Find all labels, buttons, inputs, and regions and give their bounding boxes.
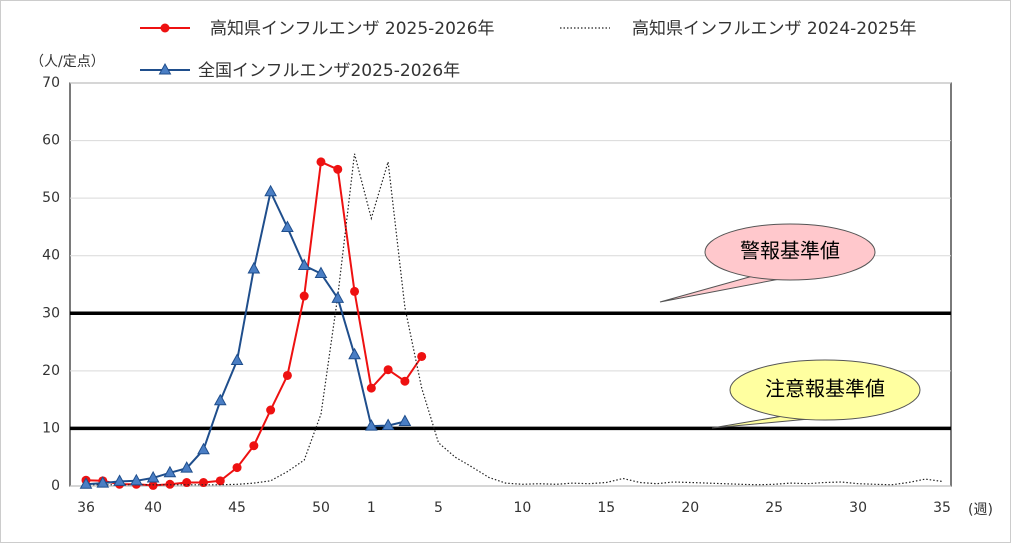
x-tick-label: 20 bbox=[681, 500, 699, 516]
data-point bbox=[213, 393, 227, 406]
data-point bbox=[96, 476, 110, 488]
y-tick-label: 40 bbox=[42, 248, 60, 264]
data-point bbox=[417, 351, 427, 361]
callout-label: 警報基準値 bbox=[740, 239, 840, 263]
x-unit: (週) bbox=[968, 502, 993, 518]
x-tick-label: 36 bbox=[77, 500, 95, 516]
callout-bubble bbox=[758, 271, 787, 279]
callout-bubble bbox=[704, 223, 876, 281]
data-point bbox=[398, 414, 412, 427]
data-point bbox=[113, 474, 126, 486]
x-tick-label: 10 bbox=[513, 500, 531, 516]
data-point bbox=[400, 376, 410, 386]
data-point bbox=[316, 157, 326, 167]
y-tick-label: 50 bbox=[42, 190, 60, 206]
data-point bbox=[198, 478, 208, 488]
data-point bbox=[364, 419, 378, 431]
x-tick-label: 30 bbox=[849, 500, 867, 516]
data-point bbox=[348, 347, 361, 360]
x-tick-label: 5 bbox=[434, 500, 443, 516]
x-tick-label: 15 bbox=[597, 500, 615, 516]
legend-marker bbox=[160, 23, 170, 33]
data-point bbox=[350, 286, 360, 296]
callout-bubble bbox=[793, 411, 822, 419]
data-point bbox=[297, 258, 311, 271]
data-point bbox=[130, 473, 143, 486]
y-unit: （人/定点） bbox=[30, 54, 105, 70]
data-point bbox=[230, 353, 244, 365]
y-tick-label: 10 bbox=[42, 420, 60, 436]
data-point bbox=[366, 383, 376, 393]
data-point bbox=[247, 261, 261, 274]
data-point bbox=[381, 418, 395, 431]
data-point bbox=[331, 291, 345, 303]
data-point bbox=[163, 465, 177, 478]
data-point bbox=[333, 164, 343, 174]
x-tick-label: 25 bbox=[765, 500, 783, 516]
data-point bbox=[197, 442, 210, 455]
x-tick-label: 1 bbox=[367, 500, 376, 516]
x-tick-label: 45 bbox=[228, 500, 246, 516]
plot-area bbox=[69, 82, 952, 487]
x-tick-label: 40 bbox=[144, 500, 162, 516]
data-point bbox=[314, 266, 328, 279]
y-tick-label: 60 bbox=[42, 133, 60, 149]
legend-label: 高知県インフルエンザ 2025-2026年 bbox=[210, 19, 495, 39]
x-tick-label: 35 bbox=[933, 500, 951, 516]
data-point bbox=[215, 476, 225, 486]
data-point bbox=[165, 479, 175, 489]
y-tick-label: 0 bbox=[51, 478, 60, 494]
data-point bbox=[383, 365, 393, 375]
data-point bbox=[281, 220, 294, 233]
legend-label: 高知県インフルエンザ 2024-2025年 bbox=[632, 19, 917, 39]
data-point bbox=[180, 461, 194, 473]
data-point bbox=[299, 291, 309, 301]
data-point bbox=[232, 463, 242, 473]
x-tick-label: 50 bbox=[312, 500, 330, 516]
data-point bbox=[148, 480, 158, 490]
data-point bbox=[146, 470, 160, 483]
data-point bbox=[282, 370, 292, 380]
data-point bbox=[182, 478, 192, 488]
legend-marker bbox=[158, 62, 172, 75]
callout-label: 注意報基準値 bbox=[765, 377, 885, 401]
data-point bbox=[264, 184, 277, 197]
legend-label: 全国インフルエンザ2025-2026年 bbox=[198, 61, 460, 81]
y-tick-label: 70 bbox=[42, 75, 60, 91]
data-point bbox=[79, 477, 93, 489]
data-point bbox=[266, 405, 276, 415]
y-tick-label: 20 bbox=[42, 363, 60, 379]
data-point bbox=[249, 441, 259, 451]
y-tick-label: 30 bbox=[42, 305, 60, 321]
callout-bubble bbox=[729, 359, 921, 421]
